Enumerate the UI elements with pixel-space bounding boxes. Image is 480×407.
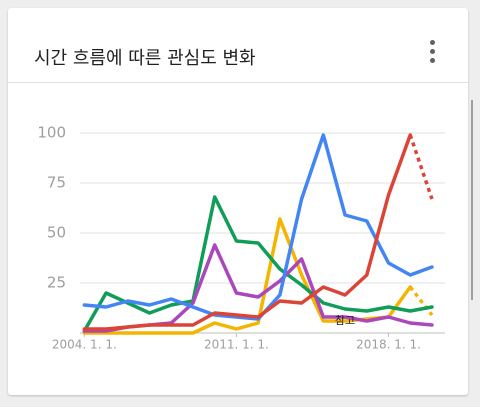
line [82,133,412,331]
line [82,195,434,333]
card-title: 시간 흐름에 따른 관심도 변화 [34,48,256,69]
partial-line [408,285,434,317]
y-tick-label: 100 [37,124,66,142]
more-menu[interactable] [428,40,436,68]
x-tick-label: 2018. 1. 1. [356,338,421,352]
y-tick-label: 75 [47,174,66,192]
annotation: 참고 [335,314,355,327]
partial-line [408,134,434,200]
x-tick-label: 2011. 1. 1. [204,338,269,352]
y-tick-label: 25 [47,274,66,292]
line [82,133,434,321]
y-tick-label: 50 [47,224,66,242]
scrollbar [471,100,473,300]
divider [8,82,468,83]
x-tick-label: 2004. 1. 1. [52,338,117,352]
